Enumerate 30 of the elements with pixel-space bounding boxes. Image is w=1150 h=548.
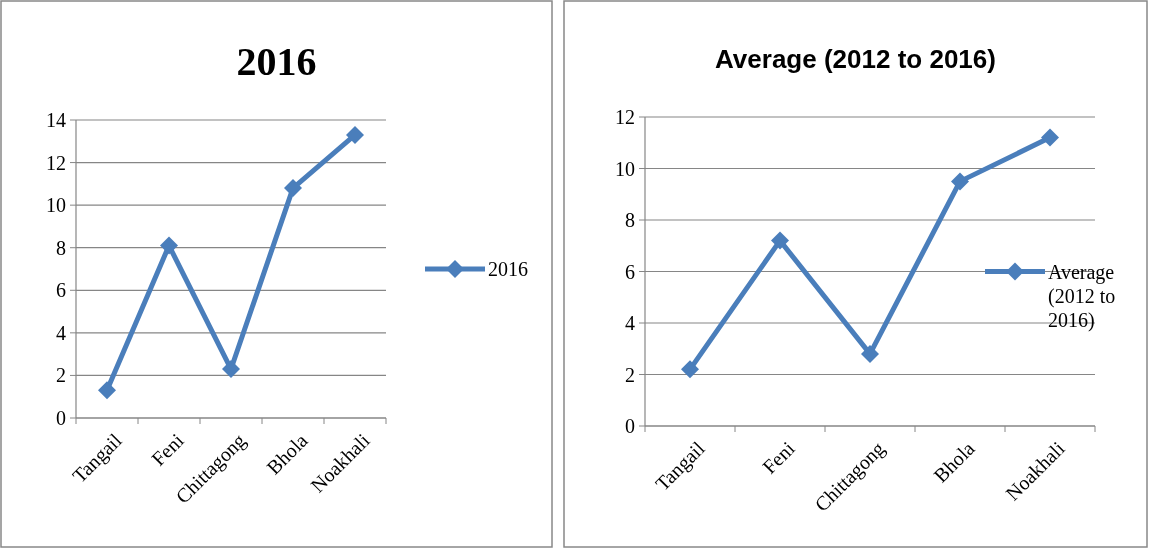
point bbox=[346, 125, 364, 144]
point bbox=[681, 360, 699, 379]
point bbox=[861, 344, 879, 363]
y-tick-label: 10 bbox=[46, 194, 66, 217]
y-tick-label: 6 bbox=[56, 279, 66, 302]
legend-label: Average (2012 to 2016) bbox=[1048, 260, 1116, 332]
y-tick-label: 14 bbox=[46, 109, 66, 131]
y-tick-label: 4 bbox=[56, 321, 66, 344]
y-tick-label: 2 bbox=[56, 364, 66, 387]
y-tick-label: 4 bbox=[625, 312, 635, 334]
y-tick-label: 6 bbox=[625, 260, 635, 283]
point bbox=[771, 231, 789, 250]
y-tick-label: 0 bbox=[625, 415, 635, 437]
y-tick-label: 12 bbox=[46, 151, 66, 174]
y-tick-label: 8 bbox=[625, 209, 635, 231]
y-tick-label: 0 bbox=[56, 407, 66, 429]
y-tick-label: 12 bbox=[615, 106, 635, 128]
point bbox=[160, 236, 178, 255]
point bbox=[222, 360, 240, 379]
chart-title: Average (2012 to 2016) bbox=[715, 44, 996, 74]
point bbox=[951, 172, 969, 191]
y-tick-label: 8 bbox=[56, 236, 66, 259]
legend-label: 2016 bbox=[488, 258, 528, 280]
x-tick-label: Feni bbox=[758, 436, 800, 478]
y-tick-label: 10 bbox=[615, 157, 635, 180]
chart-title: 2016 bbox=[236, 39, 317, 84]
point bbox=[98, 381, 116, 400]
y-tick-label: 2 bbox=[625, 363, 635, 386]
point bbox=[284, 179, 302, 198]
point bbox=[1041, 128, 1059, 147]
